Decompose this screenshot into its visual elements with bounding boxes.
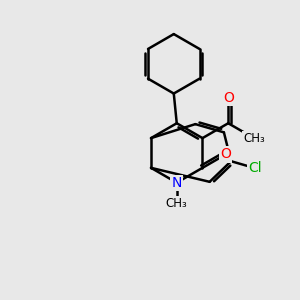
Text: O: O	[223, 91, 234, 105]
Text: Cl: Cl	[248, 161, 262, 175]
Text: CH₃: CH₃	[166, 197, 188, 210]
Text: O: O	[220, 148, 231, 161]
Text: N: N	[172, 176, 182, 190]
Text: CH₃: CH₃	[243, 132, 265, 145]
